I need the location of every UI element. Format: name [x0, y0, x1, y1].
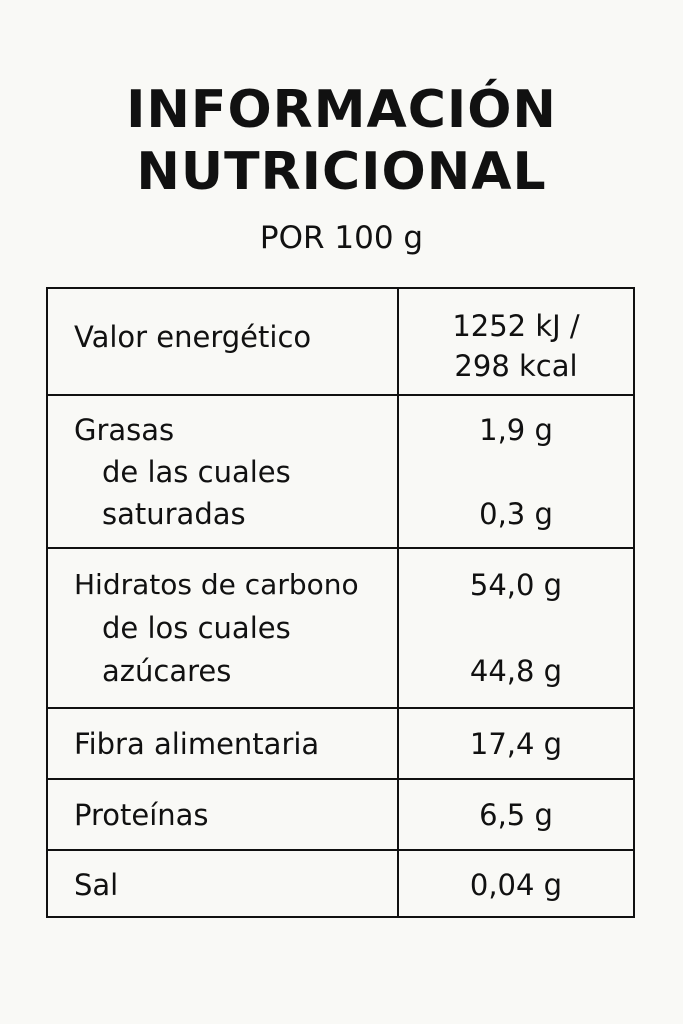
- fat-label: Grasas: [74, 413, 175, 447]
- row-fibre: Fibra alimentaria 17,4 g: [48, 707, 633, 778]
- fibre-label: Fibra alimentaria: [74, 727, 320, 761]
- carbs-label: Hidratos de carbono: [74, 568, 359, 601]
- subtitle: POR 100 g: [259, 220, 424, 256]
- protein-label: Proteínas: [74, 798, 209, 832]
- fat-sub-value: 0,3 g: [479, 497, 553, 531]
- row-carbs: Hidratos de carbono 54,0 g de los cuales…: [48, 547, 633, 707]
- fat-sub-label-1: de las cuales: [102, 455, 291, 489]
- energy-value-kcal: 298 kcal: [454, 349, 578, 383]
- row-energy: Valor energético 1252 kJ / 298 kcal: [48, 289, 633, 394]
- row-fat: Grasas 1,9 g de las cuales saturadas 0,3…: [48, 394, 633, 547]
- title-line-1: INFORMACIÓN: [126, 80, 557, 140]
- row-salt: Sal 0,04 g: [48, 849, 633, 916]
- title-line-2: NUTRICIONAL: [136, 142, 547, 202]
- fibre-value: 17,4 g: [469, 727, 563, 761]
- carbs-sub-label-1: de los cuales: [102, 611, 291, 645]
- carbs-value: 54,0 g: [469, 568, 563, 602]
- fat-value: 1,9 g: [479, 413, 553, 447]
- column-divider: [397, 289, 399, 916]
- energy-value-kj: 1252 kJ /: [452, 309, 580, 343]
- carbs-sub-value: 44,8 g: [469, 654, 563, 688]
- row-protein: Proteínas 6,5 g: [48, 778, 633, 849]
- fat-sub-label-2: saturadas: [102, 497, 246, 531]
- salt-label: Sal: [74, 868, 119, 902]
- energy-label: Valor energético: [74, 320, 312, 354]
- protein-value: 6,5 g: [479, 798, 553, 832]
- nutrition-table: Valor energético 1252 kJ / 298 kcal Gras…: [46, 287, 635, 918]
- carbs-sub-label-2: azúcares: [102, 654, 232, 688]
- salt-value: 0,04 g: [469, 868, 563, 902]
